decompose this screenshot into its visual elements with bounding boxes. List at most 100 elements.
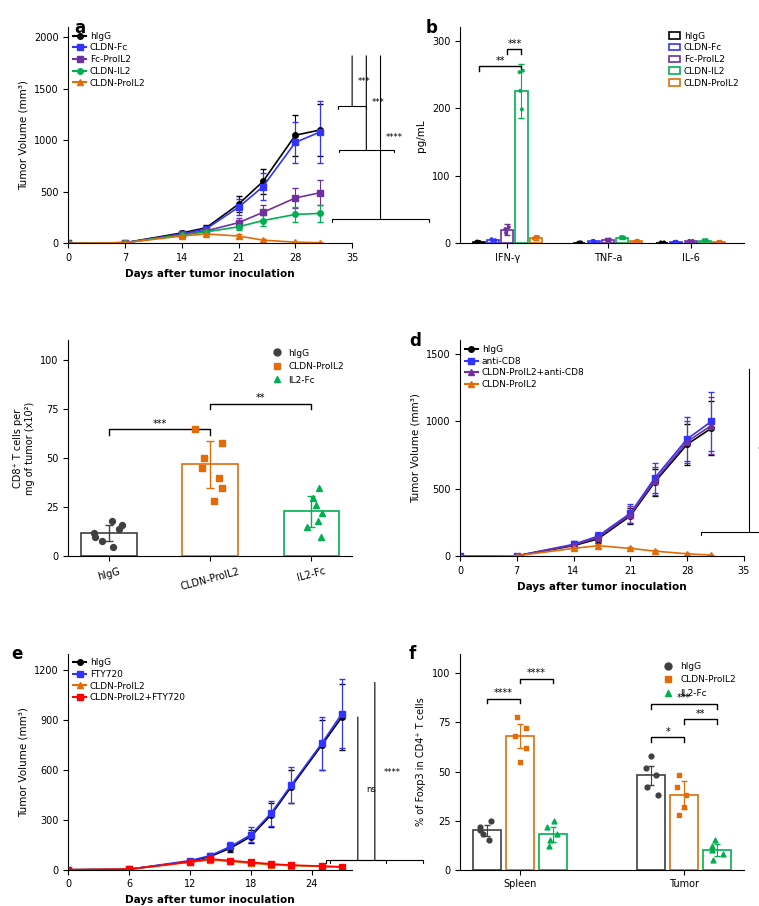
Point — [575, 236, 587, 250]
Point — [715, 235, 727, 249]
Point — [587, 235, 599, 249]
Point — [516, 102, 528, 117]
Point — [520, 721, 532, 736]
Point — [654, 236, 666, 250]
Legend: hIgG, anti-CD8, CLDN-ProIL2+anti-CD8, CLDN-ProIL2: hIgG, anti-CD8, CLDN-ProIL2+anti-CD8, CL… — [465, 345, 584, 389]
Point — [499, 222, 512, 236]
Point — [603, 232, 616, 246]
Point — [514, 83, 526, 98]
Point — [471, 235, 483, 249]
Text: ****: **** — [527, 669, 546, 679]
Bar — [530, 237, 542, 243]
Bar — [182, 464, 238, 556]
Text: b: b — [426, 18, 438, 36]
Point — [548, 814, 560, 828]
Point — [89, 530, 101, 545]
Point — [603, 233, 615, 247]
Point — [669, 235, 681, 249]
Point — [619, 231, 631, 246]
Y-axis label: pg/mL: pg/mL — [416, 119, 427, 151]
Point — [485, 814, 497, 828]
Text: *: * — [666, 727, 670, 737]
Point — [629, 235, 641, 249]
Point — [672, 807, 685, 822]
Text: ***: *** — [357, 77, 370, 86]
Bar — [670, 795, 698, 870]
Point — [474, 819, 486, 834]
Text: ns: ns — [367, 786, 376, 795]
Point — [502, 220, 515, 235]
Point — [701, 234, 713, 248]
Text: ***: *** — [153, 419, 167, 429]
Point — [631, 234, 643, 248]
Point — [483, 833, 495, 847]
Text: ****: **** — [494, 689, 513, 699]
Point — [650, 768, 662, 783]
Point — [712, 235, 724, 249]
Point — [551, 827, 563, 842]
Point — [487, 233, 499, 247]
Point — [208, 495, 220, 509]
Point — [587, 234, 599, 248]
Point — [714, 235, 726, 249]
X-axis label: Days after tumor inoculation: Days after tumor inoculation — [517, 582, 687, 592]
Text: **: ** — [696, 708, 705, 718]
Point — [707, 853, 720, 867]
Point — [301, 520, 313, 535]
Point — [530, 229, 542, 244]
Bar — [685, 241, 697, 243]
Point — [500, 225, 512, 239]
Point — [216, 480, 228, 495]
Legend: hIgG, CLDN-Fc, Fc-ProIL2, CLDN-IL2, CLDN-ProIL2: hIgG, CLDN-Fc, Fc-ProIL2, CLDN-IL2, CLDN… — [73, 32, 146, 88]
Bar — [638, 776, 665, 870]
Point — [652, 788, 664, 803]
Text: a: a — [74, 18, 85, 36]
Point — [671, 235, 683, 249]
Y-axis label: CD8⁺ T cells per
mg of tumor (x10²): CD8⁺ T cells per mg of tumor (x10²) — [13, 402, 35, 495]
Point — [112, 522, 124, 536]
Point — [196, 461, 208, 476]
Point — [617, 230, 629, 245]
Point — [513, 65, 525, 80]
Point — [528, 231, 540, 246]
Point — [474, 824, 487, 838]
Point — [658, 236, 670, 250]
Point — [477, 827, 490, 842]
Point — [668, 235, 680, 249]
Bar — [515, 92, 528, 243]
Point — [707, 843, 719, 857]
Bar — [539, 834, 566, 870]
Point — [189, 421, 201, 436]
Point — [317, 506, 329, 521]
Point — [709, 833, 721, 847]
Bar — [587, 241, 600, 243]
Point — [307, 490, 319, 505]
Point — [514, 755, 526, 769]
Point — [489, 234, 501, 248]
Text: **: ** — [496, 56, 505, 66]
Point — [543, 833, 556, 847]
Bar — [602, 240, 614, 243]
Point — [532, 229, 544, 244]
Point — [678, 800, 690, 814]
Point — [631, 235, 644, 249]
Point — [714, 235, 726, 249]
Point — [213, 471, 225, 486]
Point — [615, 230, 627, 245]
Point — [575, 236, 587, 250]
Bar — [703, 850, 731, 870]
Point — [671, 780, 683, 795]
Text: f: f — [409, 645, 416, 663]
Bar — [616, 237, 628, 243]
Bar — [473, 242, 485, 243]
Point — [641, 780, 653, 795]
Legend: hIgG, CLDN-Fc, Fc-ProIL2, CLDN-IL2, CLDN-ProIL2: hIgG, CLDN-Fc, Fc-ProIL2, CLDN-IL2, CLDN… — [669, 32, 739, 88]
Point — [640, 760, 652, 775]
Y-axis label: Tumor Volume (mm³): Tumor Volume (mm³) — [18, 81, 28, 190]
Point — [88, 525, 100, 540]
Point — [96, 534, 108, 548]
Point — [474, 235, 486, 249]
Text: d: d — [409, 332, 420, 350]
Y-axis label: Tumor Volume (mm³): Tumor Volume (mm³) — [410, 393, 420, 504]
Point — [717, 847, 729, 862]
